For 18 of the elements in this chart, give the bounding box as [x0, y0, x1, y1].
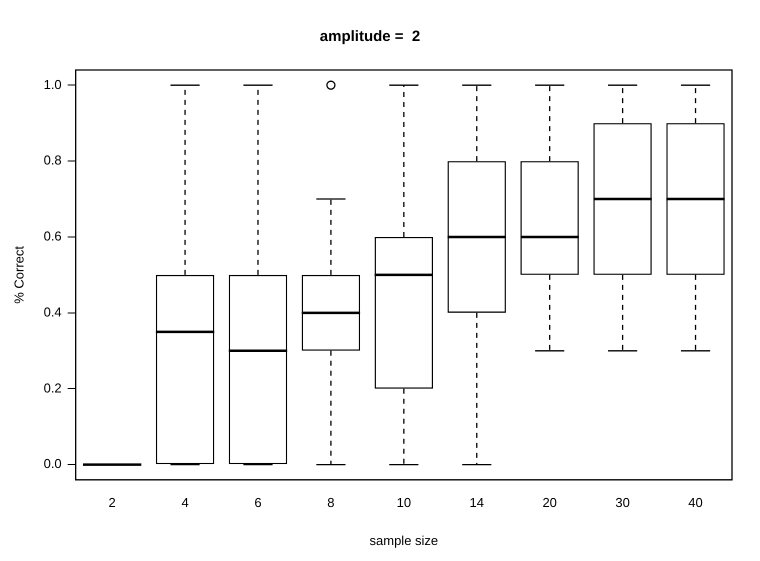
chart-title: amplitude = 2 [320, 28, 420, 46]
y-tick-label: 0.0 [44, 456, 62, 472]
y-tick-label: 1.0 [44, 76, 62, 92]
y-tick-label: 0.6 [44, 228, 62, 244]
x-tick-label: 4 [181, 495, 189, 510]
y-axis-title: % Correct [11, 246, 26, 304]
x-axis-title: sample size [370, 532, 438, 548]
x-tick-label: 20 [542, 495, 557, 510]
x-tick-label: 14 [470, 495, 484, 510]
x-tick-label: 30 [615, 495, 630, 510]
x-tick-label: 8 [327, 495, 335, 510]
y-tick-label: 0.4 [44, 304, 62, 320]
x-tick-label: 2 [108, 495, 116, 510]
x-tick-label: 10 [396, 495, 412, 510]
y-tick-label: 0.8 [44, 152, 62, 168]
y-tick-label: 0.2 [44, 380, 62, 396]
x-tick-label: 6 [254, 495, 262, 510]
x-tick-label: 40 [688, 495, 703, 510]
